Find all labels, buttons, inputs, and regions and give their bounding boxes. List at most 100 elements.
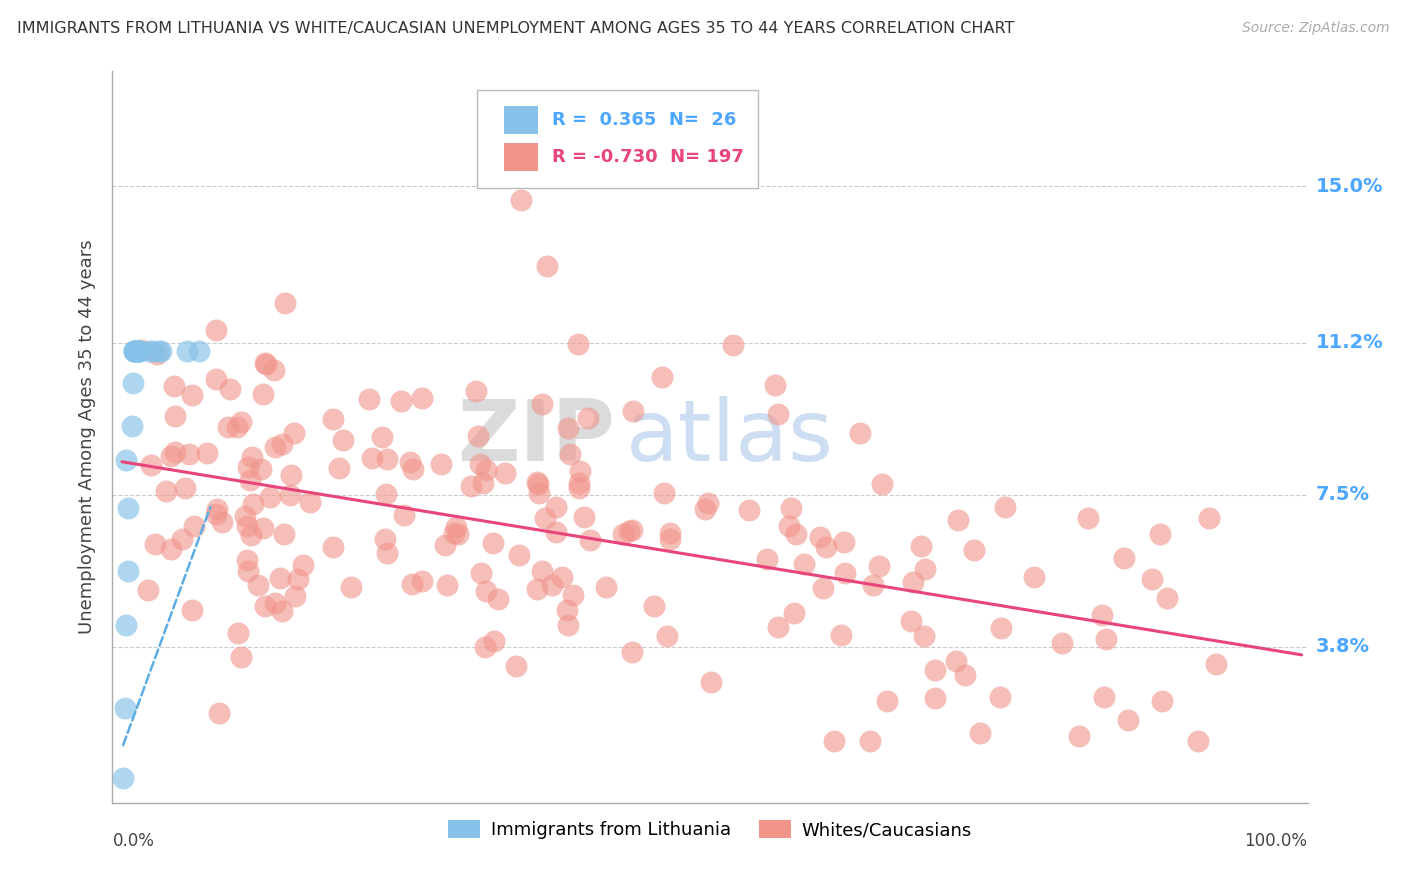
Point xyxy=(287,573,309,587)
Point xyxy=(142,343,165,358)
Point xyxy=(402,462,425,476)
Text: IMMIGRANTS FROM LITHUANIA VS WHITE/CAUCASIAN UNEMPLOYMENT AMONG AGES 35 TO 44 YE: IMMIGRANTS FROM LITHUANIA VS WHITE/CAUCA… xyxy=(17,21,1014,36)
Point xyxy=(205,322,228,336)
Point xyxy=(486,592,509,607)
Point xyxy=(474,583,496,598)
Point xyxy=(165,409,187,423)
Point xyxy=(924,691,946,706)
Point xyxy=(536,260,558,274)
Point xyxy=(763,378,786,392)
Text: R = -0.730  N= 197: R = -0.730 N= 197 xyxy=(553,148,744,166)
Point xyxy=(1050,636,1073,650)
Point xyxy=(174,481,197,495)
Point xyxy=(195,446,218,460)
Point xyxy=(236,459,259,474)
Point xyxy=(231,650,253,665)
Point xyxy=(832,534,855,549)
Point xyxy=(468,458,491,472)
Point xyxy=(375,546,398,560)
Point xyxy=(467,429,489,443)
Point xyxy=(370,430,392,444)
Point xyxy=(122,376,145,390)
Point xyxy=(617,524,640,539)
Point xyxy=(127,343,149,358)
Point xyxy=(830,628,852,642)
Point xyxy=(697,496,720,510)
Point xyxy=(411,574,433,589)
Point xyxy=(783,606,806,620)
Point xyxy=(963,543,986,558)
Point xyxy=(778,519,800,533)
Point xyxy=(339,580,361,594)
Point xyxy=(115,452,138,467)
Point xyxy=(654,486,676,500)
Point xyxy=(655,629,678,643)
Point xyxy=(357,392,380,406)
Point xyxy=(253,356,276,370)
Point xyxy=(283,425,305,440)
Point xyxy=(994,500,1017,514)
Point xyxy=(205,502,228,516)
Point xyxy=(259,491,281,505)
Text: R =  0.365  N=  26: R = 0.365 N= 26 xyxy=(553,112,737,129)
Point xyxy=(291,558,314,573)
Point xyxy=(128,343,150,358)
Point xyxy=(240,450,263,464)
Point xyxy=(900,614,922,628)
Point xyxy=(124,343,146,358)
Point xyxy=(756,552,779,566)
Point xyxy=(204,507,226,521)
Point xyxy=(558,447,581,461)
Point xyxy=(557,617,579,632)
Point xyxy=(176,343,198,358)
Point xyxy=(658,532,681,546)
Point xyxy=(872,477,894,491)
Point xyxy=(165,445,187,459)
Point xyxy=(143,536,166,550)
Point xyxy=(808,531,831,545)
Point xyxy=(530,564,553,578)
Point xyxy=(160,541,183,556)
Point xyxy=(249,462,271,476)
Point xyxy=(526,582,548,597)
Point xyxy=(1198,511,1220,525)
Point xyxy=(823,734,845,748)
Point xyxy=(149,343,172,358)
Point xyxy=(217,420,239,434)
Point xyxy=(658,525,681,540)
Point xyxy=(263,363,285,377)
Point xyxy=(280,468,302,483)
Point xyxy=(394,508,416,522)
Text: 15.0%: 15.0% xyxy=(1316,177,1384,196)
Point xyxy=(1024,570,1046,584)
Point xyxy=(1094,690,1116,704)
Point xyxy=(568,464,591,478)
Point xyxy=(779,501,801,516)
FancyBboxPatch shape xyxy=(505,106,538,135)
Point xyxy=(534,511,557,525)
Point xyxy=(651,370,673,384)
Point xyxy=(284,589,307,603)
Legend: Immigrants from Lithuania, Whites/Caucasians: Immigrants from Lithuania, Whites/Caucas… xyxy=(440,813,980,847)
Point xyxy=(1205,657,1227,672)
Point xyxy=(494,467,516,481)
Point xyxy=(859,734,882,748)
Point xyxy=(849,425,872,440)
Point xyxy=(122,343,145,358)
Point xyxy=(433,539,456,553)
Point xyxy=(172,533,194,547)
Point xyxy=(128,343,150,358)
Point xyxy=(124,343,146,358)
Point xyxy=(557,420,579,434)
Point xyxy=(766,620,789,634)
Point xyxy=(183,519,205,533)
Point xyxy=(252,521,274,535)
Point xyxy=(785,527,807,541)
Point xyxy=(621,523,644,537)
Point xyxy=(236,553,259,567)
Point xyxy=(375,487,398,501)
Point xyxy=(117,500,139,515)
Point xyxy=(411,392,433,406)
Point xyxy=(271,437,294,451)
FancyBboxPatch shape xyxy=(505,143,538,171)
